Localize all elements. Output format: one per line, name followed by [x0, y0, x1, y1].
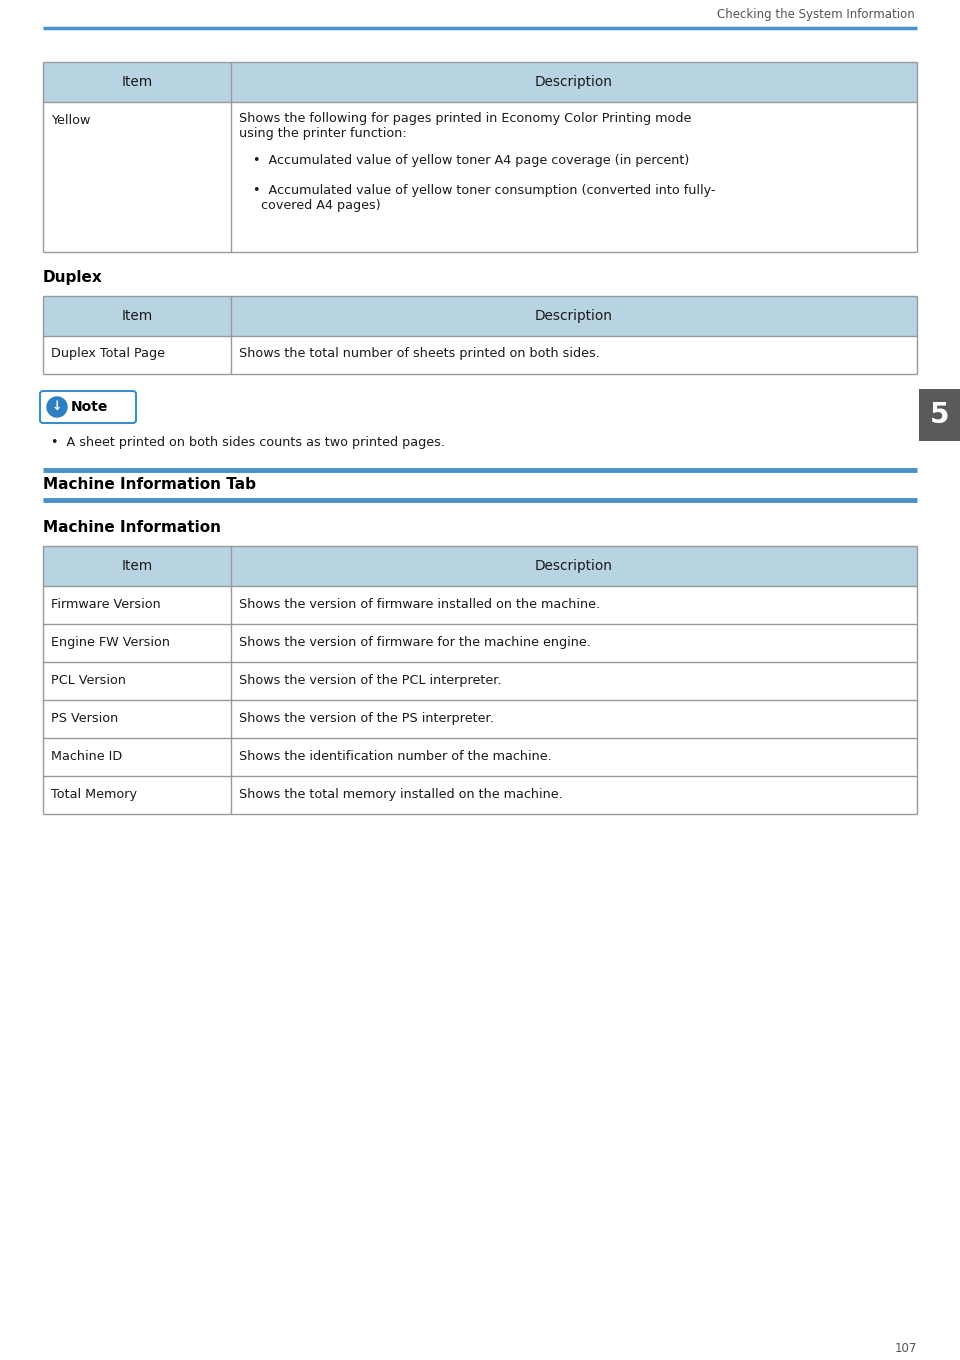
Text: Yellow: Yellow	[51, 114, 90, 126]
Text: Engine FW Version: Engine FW Version	[51, 636, 170, 649]
Text: covered A4 pages): covered A4 pages)	[261, 199, 380, 212]
Text: Shows the total memory installed on the machine.: Shows the total memory installed on the …	[239, 787, 563, 801]
Text: Shows the total number of sheets printed on both sides.: Shows the total number of sheets printed…	[239, 347, 600, 360]
Text: •  Accumulated value of yellow toner A4 page coverage (in percent): • Accumulated value of yellow toner A4 p…	[252, 154, 689, 167]
Text: ↓: ↓	[52, 400, 62, 413]
Text: •  A sheet printed on both sides counts as two printed pages.: • A sheet printed on both sides counts a…	[51, 437, 445, 449]
Text: Duplex Total Page: Duplex Total Page	[51, 347, 165, 360]
FancyBboxPatch shape	[40, 392, 136, 423]
Text: Shows the following for pages printed in Economy Color Printing mode: Shows the following for pages printed in…	[239, 112, 691, 125]
Text: Shows the version of firmware installed on the machine.: Shows the version of firmware installed …	[239, 598, 600, 611]
Text: Item: Item	[121, 75, 153, 88]
Text: Shows the version of the PCL interpreter.: Shows the version of the PCL interpreter…	[239, 675, 501, 687]
Text: PCL Version: PCL Version	[51, 675, 126, 687]
Text: Shows the identification number of the machine.: Shows the identification number of the m…	[239, 749, 552, 763]
Text: Shows the version of the PS interpreter.: Shows the version of the PS interpreter.	[239, 713, 493, 725]
Text: Machine Information: Machine Information	[43, 520, 221, 534]
Text: using the printer function:: using the printer function:	[239, 126, 407, 140]
Text: Shows the version of firmware for the machine engine.: Shows the version of firmware for the ma…	[239, 636, 590, 649]
Text: Item: Item	[121, 309, 153, 324]
Text: Firmware Version: Firmware Version	[51, 598, 160, 611]
Text: •  Accumulated value of yellow toner consumption (converted into fully-: • Accumulated value of yellow toner cons…	[252, 184, 715, 197]
Text: Machine Information Tab: Machine Information Tab	[43, 477, 256, 492]
Text: PS Version: PS Version	[51, 713, 118, 725]
Circle shape	[47, 397, 67, 418]
Bar	[43, 63, 917, 102]
Bar	[43, 545, 917, 586]
Text: Description: Description	[535, 75, 612, 88]
Text: Machine ID: Machine ID	[51, 749, 122, 763]
Text: Duplex: Duplex	[43, 271, 103, 286]
Bar	[919, 389, 960, 441]
Text: Note: Note	[71, 400, 108, 413]
Text: 5: 5	[929, 401, 949, 428]
Bar	[43, 296, 917, 336]
Text: Checking the System Information: Checking the System Information	[717, 8, 915, 20]
Text: 107: 107	[895, 1342, 917, 1355]
Text: Total Memory: Total Memory	[51, 787, 137, 801]
Text: Description: Description	[535, 309, 612, 324]
Text: Description: Description	[535, 559, 612, 573]
Text: Item: Item	[121, 559, 153, 573]
